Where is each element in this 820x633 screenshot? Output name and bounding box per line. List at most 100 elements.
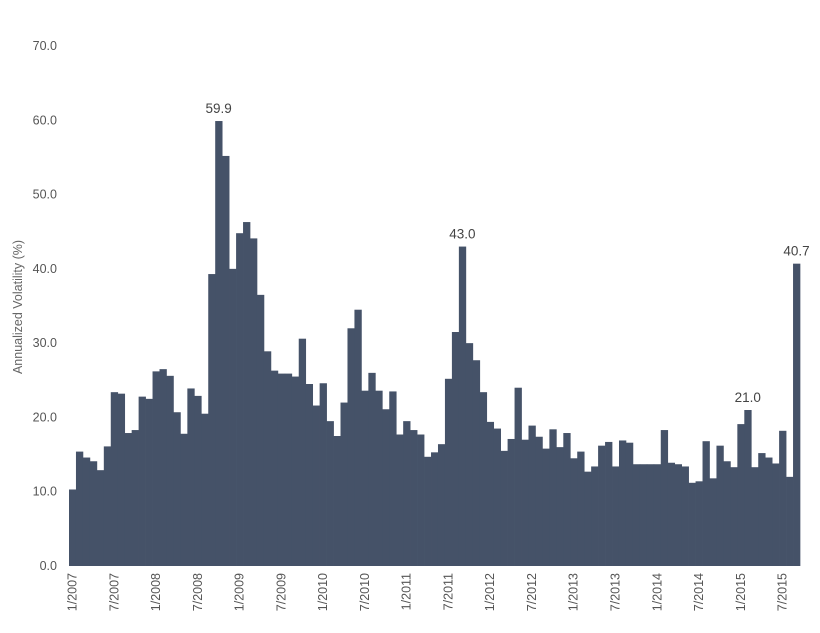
x-tick-label: 7/2013 — [609, 573, 623, 611]
x-tick-label: 7/2014 — [692, 573, 706, 611]
bar — [75, 451, 84, 566]
bar — [284, 373, 293, 566]
bar — [625, 442, 634, 566]
bar — [347, 328, 355, 566]
bar — [410, 430, 418, 566]
bar — [772, 463, 780, 566]
bar — [751, 467, 759, 566]
bar — [326, 421, 334, 566]
bar — [556, 447, 564, 566]
data-label: 40.7 — [783, 244, 809, 259]
bars-group — [69, 121, 801, 566]
bar — [82, 457, 91, 566]
bar — [681, 466, 689, 566]
bar — [333, 436, 341, 566]
bar — [368, 372, 376, 566]
x-tick-label: 1/2008 — [149, 573, 163, 611]
bar — [194, 395, 202, 566]
bar — [215, 121, 223, 566]
bar — [382, 409, 390, 566]
bar — [577, 451, 585, 566]
y-tick-label: 50.0 — [33, 188, 57, 202]
bar — [584, 471, 592, 566]
bar — [758, 453, 766, 566]
bar — [222, 155, 230, 566]
bar — [124, 433, 133, 566]
bar — [305, 384, 314, 566]
bar — [131, 430, 139, 566]
bar — [354, 309, 362, 566]
bar — [528, 425, 536, 566]
bar — [646, 464, 655, 566]
bar — [417, 434, 425, 566]
bar — [709, 478, 717, 566]
bar — [236, 233, 244, 566]
bar — [298, 338, 307, 566]
bar — [618, 440, 627, 566]
bar — [319, 383, 327, 566]
bar — [145, 398, 153, 566]
bar — [375, 390, 383, 566]
y-tick-label: 20.0 — [33, 410, 57, 424]
bar — [431, 452, 439, 566]
bar — [500, 450, 508, 566]
bar — [793, 263, 801, 566]
bar — [486, 421, 495, 566]
x-tick-label: 7/2007 — [107, 573, 121, 611]
bar — [695, 481, 703, 566]
bar — [229, 268, 237, 566]
bar — [535, 436, 543, 566]
bar — [166, 375, 174, 566]
bar — [605, 441, 613, 566]
x-tick-label: 1/2015 — [734, 573, 748, 611]
bar — [270, 370, 279, 566]
bar — [89, 461, 98, 566]
y-tick-label: 70.0 — [33, 39, 57, 53]
bar — [444, 378, 453, 566]
bar — [674, 464, 682, 566]
x-tick-label: 1/2007 — [66, 573, 80, 611]
bar — [737, 424, 745, 566]
bar — [451, 332, 460, 566]
bar — [570, 458, 578, 566]
bar — [340, 402, 348, 566]
bar — [472, 360, 481, 566]
bar — [277, 373, 286, 566]
x-tick-label: 1/2014 — [650, 573, 664, 611]
bar — [514, 387, 522, 566]
data-label: 43.0 — [449, 227, 475, 242]
bar — [563, 433, 571, 566]
bar — [612, 466, 620, 566]
bar — [103, 446, 112, 566]
x-tick-label: 7/2012 — [525, 573, 539, 611]
bar — [702, 441, 710, 566]
bar — [208, 274, 216, 566]
bar — [458, 246, 467, 566]
bar — [152, 371, 160, 566]
bar — [117, 393, 126, 566]
bar — [549, 429, 557, 566]
bar — [187, 388, 195, 566]
bar — [173, 412, 181, 566]
y-axis-label: Annualized Volatility (%) — [11, 240, 25, 374]
y-tick-label: 10.0 — [33, 485, 57, 499]
data-label: 21.0 — [735, 390, 761, 405]
bar — [138, 396, 146, 566]
bar — [632, 464, 641, 566]
bar — [69, 489, 77, 566]
x-tick-label: 1/2011 — [400, 573, 414, 610]
bar — [688, 482, 696, 566]
bar — [507, 438, 515, 566]
y-tick-label: 0.0 — [40, 559, 57, 573]
bar — [779, 430, 787, 566]
bar — [180, 433, 188, 566]
bar — [250, 238, 258, 566]
x-tick-label: 1/2012 — [483, 573, 497, 611]
y-tick-label: 30.0 — [33, 336, 57, 350]
data-label: 59.9 — [206, 101, 232, 116]
y-tick-label: 40.0 — [33, 262, 57, 276]
bar — [243, 222, 251, 566]
bar — [591, 466, 599, 566]
bar — [639, 464, 648, 566]
bar — [744, 410, 752, 566]
